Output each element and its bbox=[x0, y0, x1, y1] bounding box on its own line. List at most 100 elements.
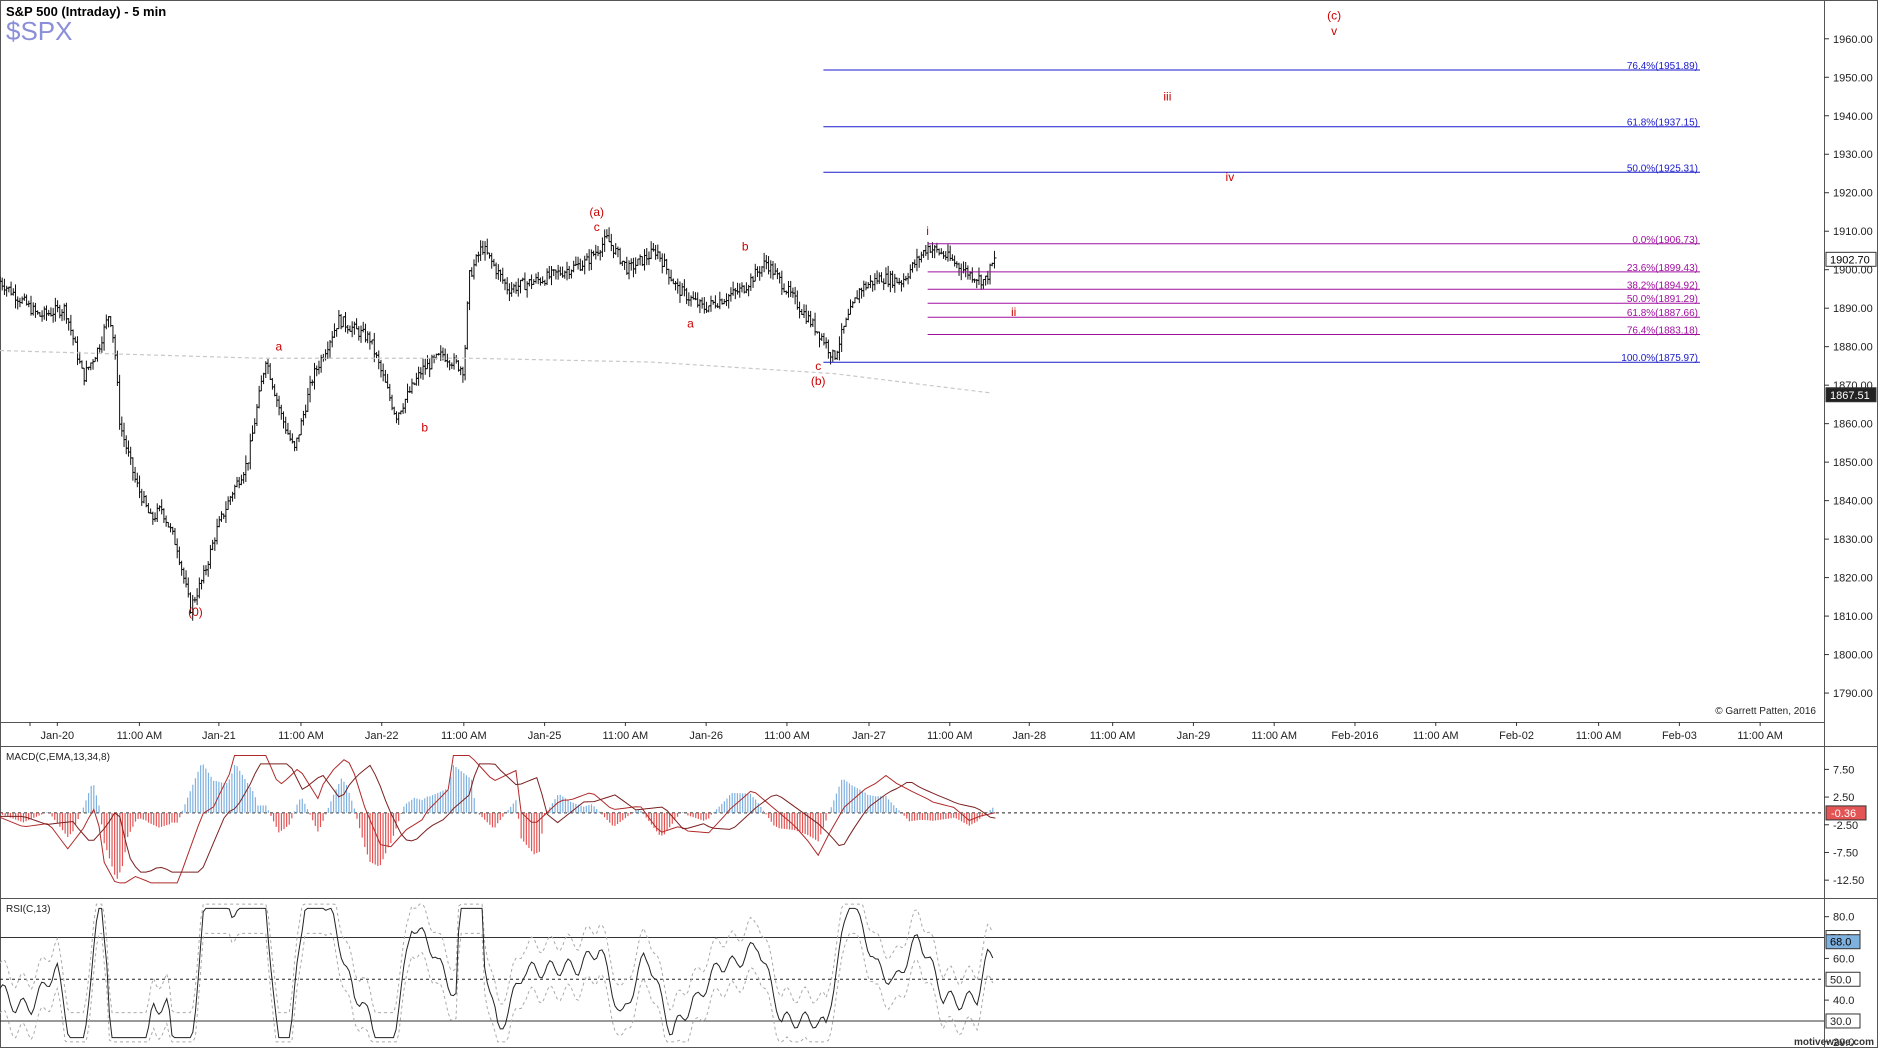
price-bar bbox=[598, 249, 603, 261]
price-bar bbox=[91, 359, 96, 370]
price-bar bbox=[850, 301, 855, 309]
price-bar bbox=[983, 275, 988, 286]
price-bar bbox=[660, 253, 665, 274]
price-bar bbox=[578, 258, 583, 271]
macd-line bbox=[0, 755, 996, 884]
moving-average-line bbox=[0, 349, 991, 394]
price-bar bbox=[33, 302, 38, 318]
price-bar bbox=[770, 260, 775, 280]
price-bar bbox=[93, 356, 98, 363]
price-bar bbox=[445, 353, 450, 368]
price-bar bbox=[467, 270, 472, 311]
watermark: motivewave.com bbox=[1794, 1037, 1874, 1048]
price-bar bbox=[268, 363, 273, 381]
price-bar bbox=[308, 375, 313, 403]
time-tick-label: 11:00 AM bbox=[1251, 730, 1297, 742]
price-bar bbox=[644, 248, 649, 266]
price-bar bbox=[42, 306, 47, 320]
fib-level-label: 0.0%(1906.73) bbox=[1632, 235, 1698, 246]
price-bar bbox=[115, 350, 120, 386]
price-bar bbox=[146, 502, 151, 514]
price-bar bbox=[29, 295, 34, 316]
wave-label: b bbox=[421, 420, 428, 434]
price-bar bbox=[875, 270, 880, 285]
price-bar bbox=[157, 505, 162, 512]
price-bar bbox=[297, 434, 302, 443]
price-bar bbox=[396, 412, 401, 425]
price-bar bbox=[839, 323, 844, 352]
price-bar bbox=[565, 261, 570, 281]
price-bar bbox=[498, 269, 503, 282]
price-bar bbox=[837, 336, 842, 361]
price-bar bbox=[281, 411, 286, 429]
price-bar bbox=[992, 250, 997, 269]
price-bar bbox=[246, 462, 251, 471]
price-bar bbox=[122, 422, 127, 448]
price-bar bbox=[124, 435, 129, 455]
price-bar bbox=[135, 472, 140, 488]
price-bar bbox=[130, 457, 135, 481]
price-bar bbox=[985, 270, 990, 285]
price-bar bbox=[620, 260, 625, 266]
price-bar bbox=[963, 261, 968, 278]
price-bar bbox=[170, 526, 175, 535]
price-bar bbox=[471, 259, 476, 280]
price-tick-label: 1940.00 bbox=[1833, 111, 1873, 123]
wave-label: ii bbox=[1011, 305, 1016, 319]
price-bar bbox=[341, 316, 346, 328]
price-bar bbox=[609, 233, 614, 252]
price-bar bbox=[381, 363, 386, 382]
fib-level-label: 50.0%(1891.29) bbox=[1627, 294, 1698, 305]
price-bar bbox=[126, 440, 131, 457]
price-bar bbox=[485, 238, 490, 255]
price-tick-label: 1890.00 bbox=[1833, 303, 1873, 315]
price-bar bbox=[179, 560, 184, 576]
price-bar bbox=[682, 279, 687, 297]
price-bar bbox=[195, 588, 200, 606]
macd-tick-label: -7.50 bbox=[1833, 847, 1858, 859]
price-bar bbox=[425, 355, 430, 370]
time-tick-label: Feb-02 bbox=[1499, 730, 1534, 742]
price-bar bbox=[757, 266, 762, 281]
time-tick-label: 11:00 AM bbox=[1576, 730, 1622, 742]
price-bar bbox=[631, 257, 636, 278]
price-bar bbox=[110, 325, 115, 343]
price-bar bbox=[866, 281, 871, 289]
price-tick-label: 1840.00 bbox=[1833, 496, 1873, 508]
wave-label: c bbox=[815, 359, 821, 373]
price-bar bbox=[489, 252, 494, 269]
time-tick-label: 11:00 AM bbox=[1090, 730, 1136, 742]
price-bar bbox=[857, 288, 862, 304]
price-bar bbox=[945, 244, 950, 262]
price-bar bbox=[137, 475, 142, 499]
price-bar bbox=[128, 446, 133, 465]
price-bar bbox=[536, 271, 541, 285]
reference-price-label-box bbox=[1825, 387, 1877, 403]
copyright-text: © Garrett Patten, 2016 bbox=[1715, 706, 1816, 717]
price-bar bbox=[518, 279, 523, 294]
price-bar bbox=[576, 256, 581, 270]
price-bar bbox=[762, 252, 767, 273]
price-bar bbox=[458, 366, 463, 376]
price-bar bbox=[201, 565, 206, 584]
price-bar bbox=[666, 268, 671, 285]
price-bar bbox=[378, 359, 383, 378]
macd-tick-label: -12.50 bbox=[1833, 875, 1864, 887]
price-bar bbox=[432, 354, 437, 364]
price-bar bbox=[272, 384, 277, 397]
time-tick-label: 11:00 AM bbox=[603, 730, 649, 742]
price-bar bbox=[113, 334, 118, 360]
price-tick-label: 1790.00 bbox=[1833, 688, 1873, 700]
price-bar bbox=[731, 281, 736, 296]
price-bar bbox=[706, 305, 711, 313]
price-bar bbox=[872, 273, 877, 291]
time-tick-label: 11:00 AM bbox=[278, 730, 324, 742]
price-bar bbox=[88, 362, 93, 371]
price-bar bbox=[243, 455, 248, 482]
price-bar bbox=[748, 273, 753, 291]
price-bar bbox=[855, 290, 860, 300]
price-bar bbox=[414, 372, 419, 386]
price-bar bbox=[248, 433, 253, 470]
price-tick-label: 1910.00 bbox=[1833, 226, 1873, 238]
